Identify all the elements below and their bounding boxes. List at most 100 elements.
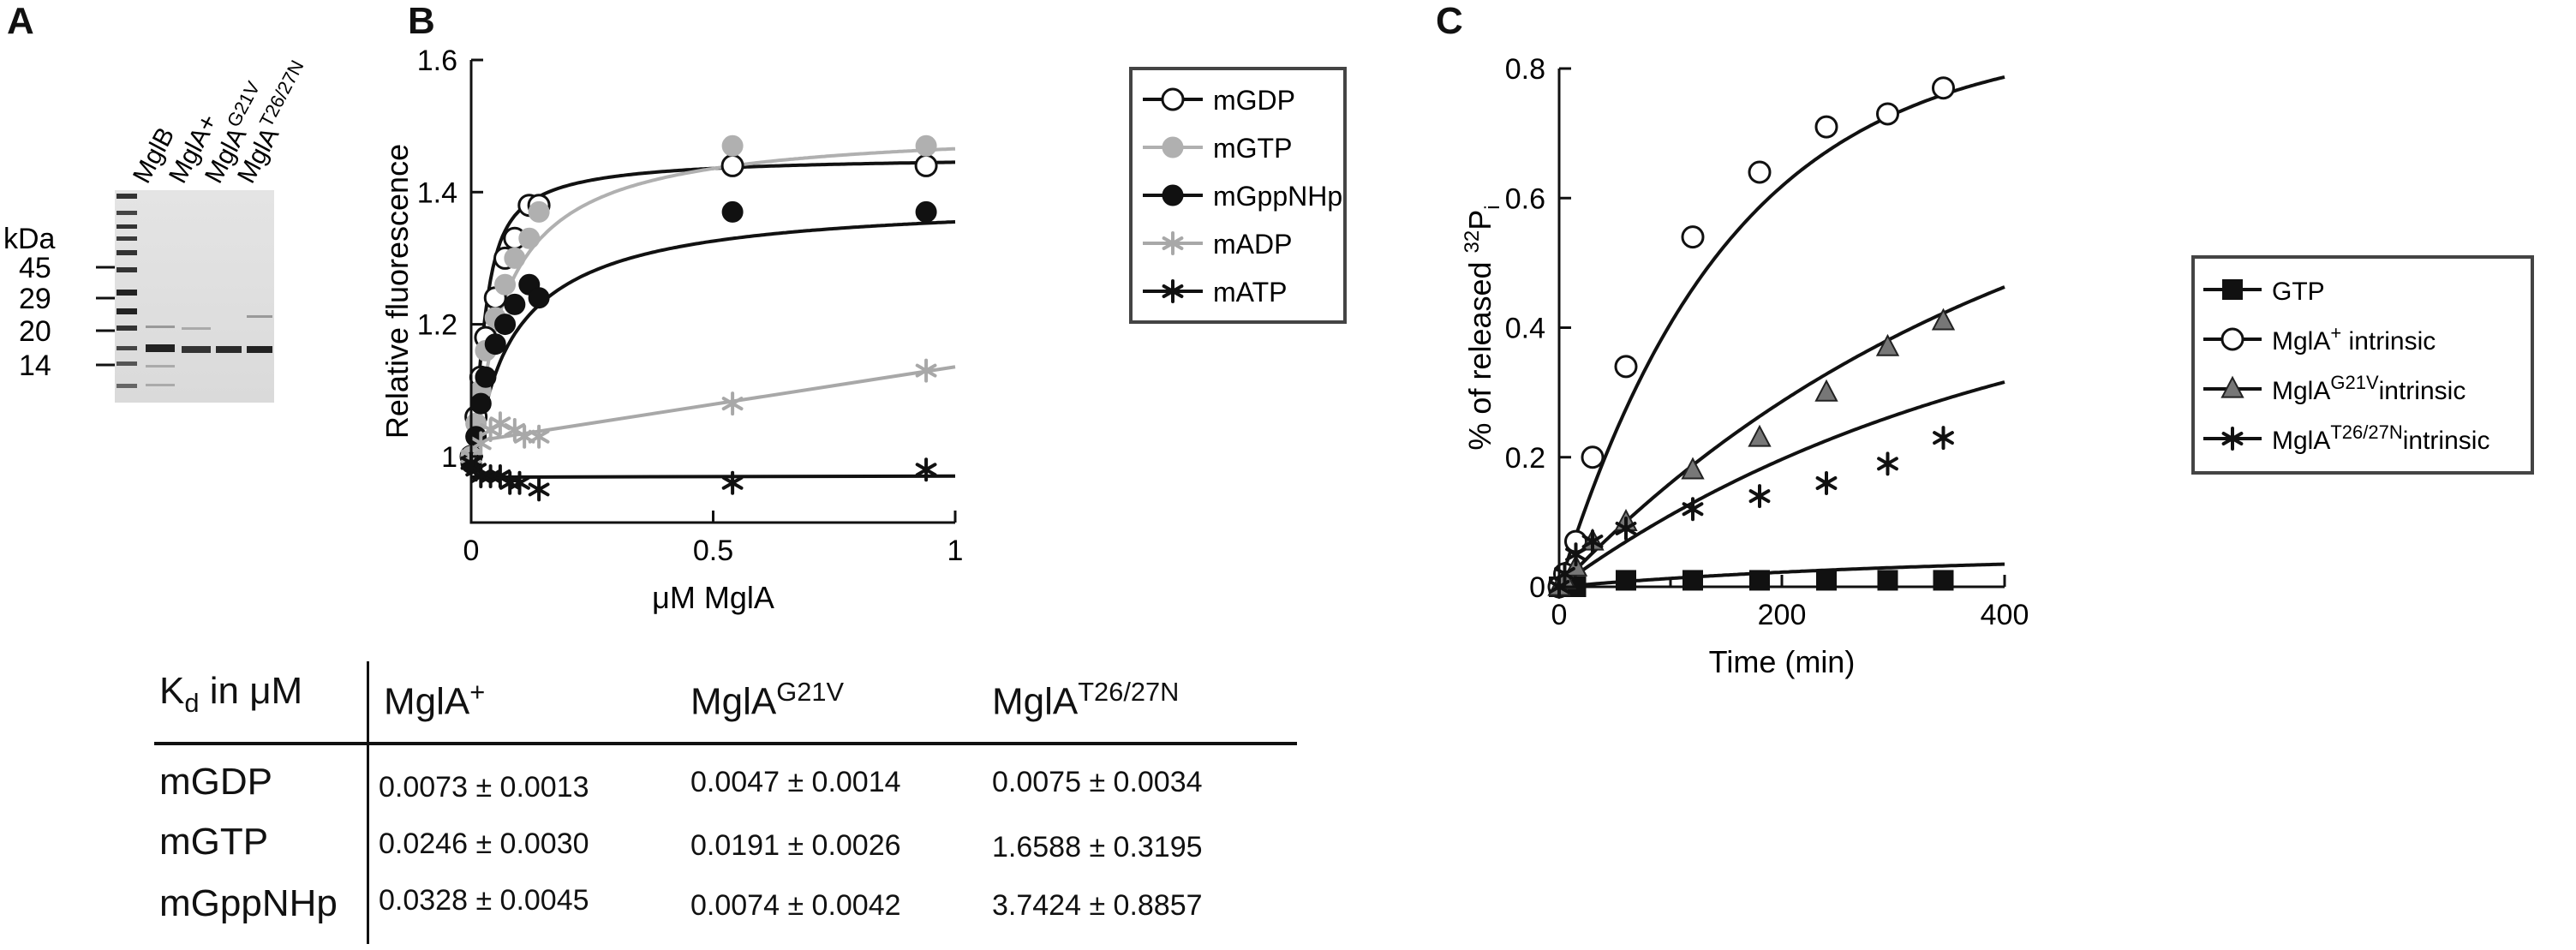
panel-label-a: A bbox=[7, 0, 34, 42]
table-cell: 0.0074 ± 0.0042 bbox=[690, 889, 901, 922]
data-point-mgppnhp bbox=[494, 314, 517, 336]
data-point-mgdp bbox=[720, 153, 744, 177]
legend-marker bbox=[1161, 87, 1185, 111]
table-cell: 0.0246 ± 0.0030 bbox=[379, 828, 589, 860]
gel-image: kDa 45 29 20 14 MglB MglA+ MglAG21V MglA… bbox=[3, 57, 308, 403]
data-point bbox=[1875, 333, 1900, 356]
data-point-matp bbox=[721, 470, 744, 495]
y-tick-label: 0.8 bbox=[1505, 53, 1545, 86]
y-tick-label: 1 bbox=[441, 441, 457, 474]
data-point bbox=[1581, 445, 1605, 469]
data-point-mgppnhp bbox=[504, 293, 526, 315]
data-point-mgppnhp bbox=[528, 287, 550, 309]
table-row-label: mGDP bbox=[159, 761, 272, 803]
table-header-rule bbox=[154, 742, 1297, 745]
data-point-mgtp bbox=[528, 200, 550, 223]
y-axis-label: Relative fluorescence bbox=[380, 144, 415, 439]
panel-label-b: B bbox=[408, 0, 435, 42]
gel-unit-label: kDa bbox=[3, 223, 56, 255]
data-point bbox=[1877, 451, 1898, 476]
gel-marker-label: 14 bbox=[19, 350, 51, 382]
y-tick-label: 0.2 bbox=[1505, 442, 1545, 475]
x-axis-label: μM MglA bbox=[652, 580, 774, 615]
y-tick-label: 1.2 bbox=[417, 309, 457, 342]
data-point-mgppnhp bbox=[475, 366, 497, 388]
legend-marker bbox=[2222, 279, 2243, 300]
data-point bbox=[1682, 497, 1704, 522]
gel-marker-label: 45 bbox=[19, 252, 51, 284]
data-point bbox=[1814, 379, 1838, 402]
data-point-mgtp bbox=[504, 247, 526, 269]
legend-label: MglA+ intrinsic bbox=[2272, 322, 2436, 356]
legend-marker bbox=[1162, 231, 1184, 255]
table-cell: 0.0075 ± 0.0034 bbox=[992, 766, 1203, 798]
table-cell: 0.0328 ± 0.0045 bbox=[379, 884, 589, 917]
data-point-madp bbox=[721, 391, 744, 416]
y-tick-label: 0.6 bbox=[1505, 182, 1545, 215]
table-cell: 3.7424 ± 0.8857 bbox=[992, 889, 1203, 922]
data-point bbox=[1814, 115, 1838, 139]
legend-label: mGTP bbox=[1213, 133, 1292, 164]
x-tick-label: 200 bbox=[1758, 599, 1807, 631]
data-point-mgppnhp bbox=[915, 200, 937, 223]
data-point-matp bbox=[509, 470, 530, 495]
data-point bbox=[1748, 160, 1772, 184]
fit-line-mgtp bbox=[469, 146, 956, 457]
chart-b: 0 0.5 1 1 1.2 1.4 1.6 μM MglA Relative fluoresce… bbox=[380, 45, 1347, 615]
fit-line-matp bbox=[470, 474, 956, 480]
data-point-mgtp bbox=[494, 273, 517, 296]
fit-line bbox=[1557, 75, 2005, 588]
table-corner-header: Kd in μM bbox=[159, 670, 303, 718]
table-column-rule bbox=[367, 661, 369, 944]
data-point bbox=[1815, 471, 1838, 495]
legend-label: mATP bbox=[1213, 277, 1288, 308]
x-tick-label: 1 bbox=[947, 535, 964, 567]
y-axis-label: % of released 32Pi bbox=[1461, 205, 1504, 450]
data-point-matp bbox=[915, 457, 937, 482]
table-cell: 0.0047 ± 0.0014 bbox=[690, 766, 901, 798]
x-tick-label: 400 bbox=[1981, 599, 2029, 631]
gel-background bbox=[115, 190, 274, 403]
data-point bbox=[1565, 542, 1587, 567]
legend-marker bbox=[2220, 327, 2244, 351]
table-column-header: MglAT26/27N bbox=[992, 677, 1180, 723]
data-point bbox=[1681, 225, 1705, 249]
legend-marker bbox=[1162, 279, 1184, 303]
data-point-mgppnhp bbox=[469, 392, 492, 415]
data-point-madp bbox=[528, 424, 550, 449]
data-point bbox=[1681, 457, 1705, 480]
data-point bbox=[1614, 355, 1638, 379]
fit-line bbox=[1557, 285, 2005, 589]
data-point bbox=[1933, 426, 1954, 451]
legend-marker bbox=[2220, 375, 2244, 398]
gel-marker-label: 29 bbox=[19, 283, 51, 315]
table-column-header: MglAG21V bbox=[690, 677, 845, 723]
fit-line-madp bbox=[470, 365, 956, 444]
legend-marker bbox=[2221, 427, 2244, 451]
legend-label: GTP bbox=[2272, 278, 2325, 306]
gel-marker-ticks bbox=[96, 266, 115, 367]
chart-c: 0 200 400 0 0.2 0.4 0.6 0.8 Time (min) % of relea… bbox=[1461, 53, 2534, 679]
data-point-mgppnhp bbox=[484, 333, 506, 356]
y-tick-label: 0.4 bbox=[1505, 313, 1545, 345]
gel-sample-bands bbox=[146, 315, 272, 386]
fit-line bbox=[1557, 380, 2005, 589]
x-axis-label: Time (min) bbox=[1709, 644, 1856, 679]
data-point bbox=[1932, 76, 1955, 100]
panel-label-c: C bbox=[1436, 0, 1463, 42]
x-tick-label: 0 bbox=[463, 535, 480, 567]
gel-marker-label: 20 bbox=[19, 315, 51, 348]
data-point bbox=[1615, 516, 1637, 541]
gel-marker-ladder bbox=[117, 194, 137, 388]
legend-marker bbox=[1162, 136, 1184, 158]
table-cell: 0.0073 ± 0.0013 bbox=[379, 771, 589, 804]
y-tick-label: 1.4 bbox=[417, 176, 457, 209]
x-tick-label: 0 bbox=[1551, 599, 1568, 631]
table-column-header: MglA+ bbox=[384, 677, 486, 723]
legend-marker bbox=[1162, 184, 1184, 206]
table-cell: 0.0191 ± 0.0026 bbox=[690, 829, 901, 862]
table-cell: 1.6588 ± 0.3195 bbox=[992, 831, 1203, 863]
legend-label: mGppNHp bbox=[1213, 181, 1342, 212]
table-row-label: mGppNHp bbox=[159, 882, 338, 924]
data-point-matp bbox=[528, 477, 550, 502]
